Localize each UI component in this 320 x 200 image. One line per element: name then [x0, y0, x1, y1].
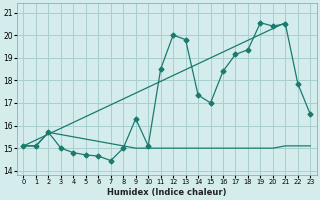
X-axis label: Humidex (Indice chaleur): Humidex (Indice chaleur) — [107, 188, 227, 197]
